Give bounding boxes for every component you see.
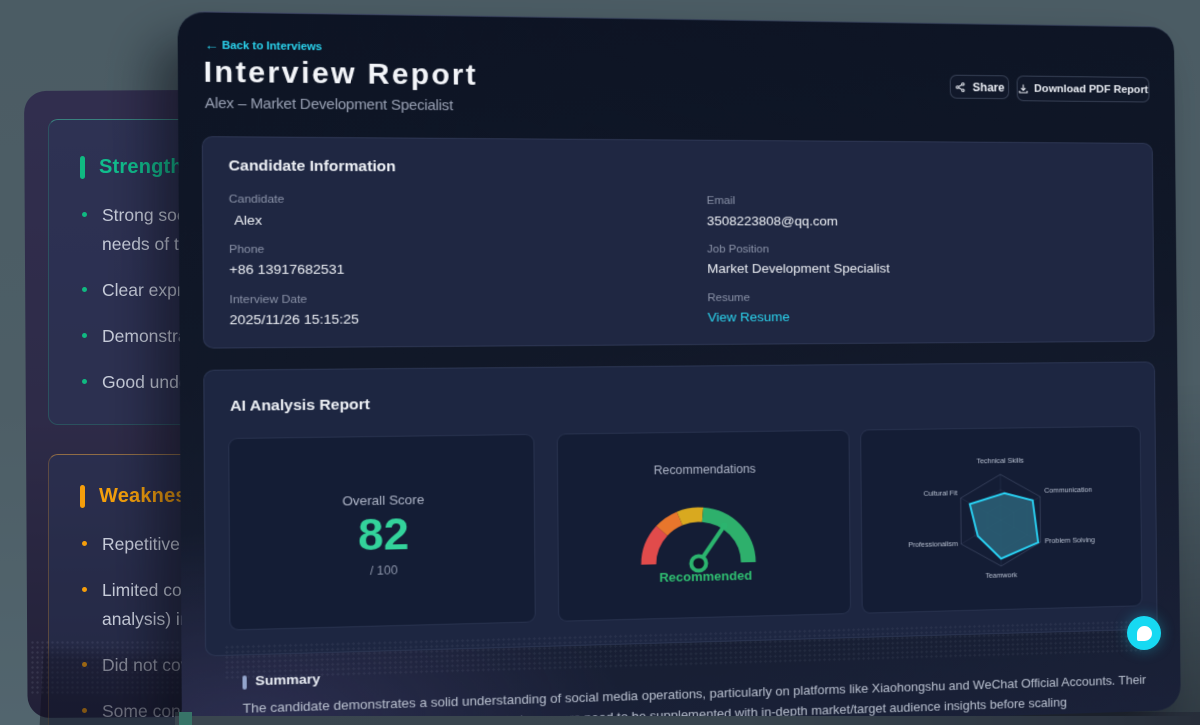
svg-text:Problem Solving: Problem Solving — [1045, 536, 1095, 545]
svg-text:Cultural Fit: Cultural Fit — [923, 489, 958, 498]
svg-text:Technical Skills: Technical Skills — [977, 456, 1024, 465]
svg-text:Teamwork: Teamwork — [985, 571, 1017, 580]
svg-text:Professionalism: Professionalism — [908, 540, 958, 549]
svg-text:Communication: Communication — [1044, 485, 1092, 494]
